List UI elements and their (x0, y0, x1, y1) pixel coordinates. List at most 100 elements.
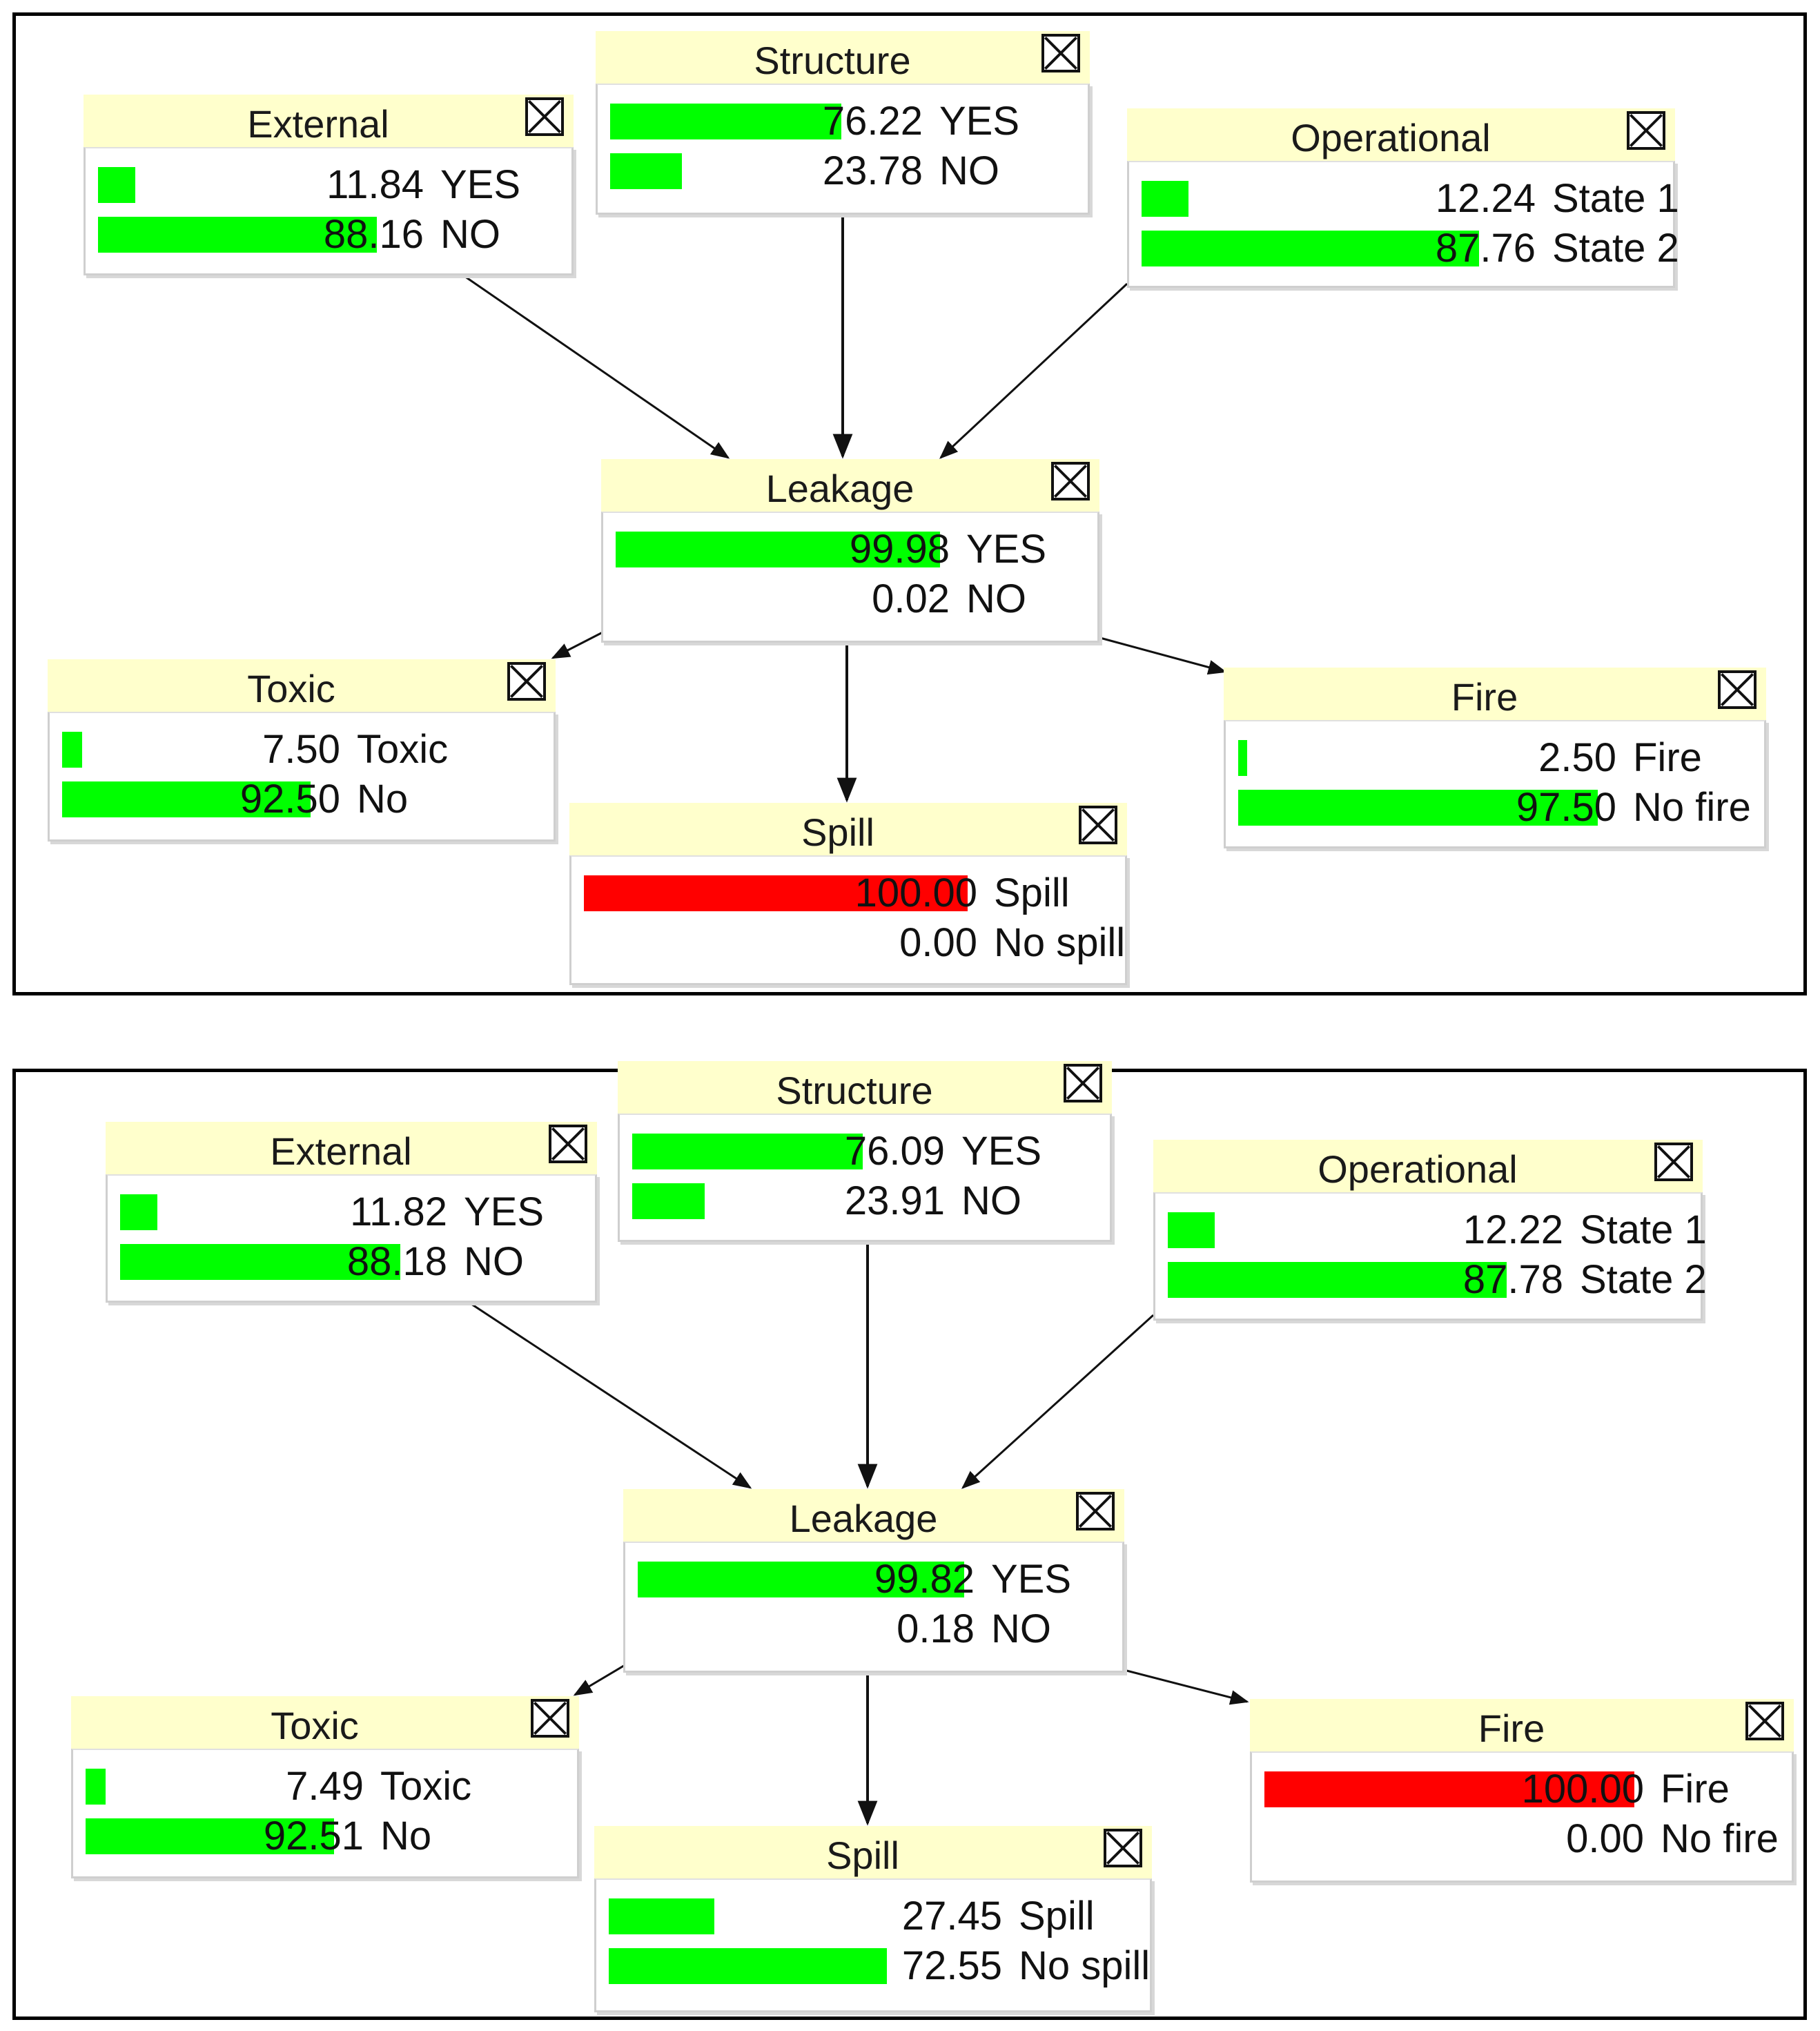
state-row[interactable]: 100.00 Spill (584, 871, 1115, 916)
node-title-bar[interactable]: Leakage (623, 1489, 1124, 1542)
close-box-icon[interactable] (1718, 670, 1757, 709)
node-external[interactable]: External 11.82 YES 88.18 NO (106, 1122, 597, 1303)
state-row[interactable]: 72.55 No spill (609, 1943, 1150, 1989)
probability-bar (86, 1818, 334, 1854)
node-operational[interactable]: Operational 12.22 State 1 87.78 State 2 (1153, 1140, 1707, 1321)
state-row[interactable]: 92.50 No (62, 777, 544, 822)
node-states: 11.84 YES 88.16 NO (84, 147, 574, 275)
node-title: Fire (1451, 675, 1518, 719)
state-row[interactable]: 7.49 Toxic (86, 1764, 567, 1809)
state-probability: 76.09 (844, 1129, 945, 1174)
state-row[interactable]: 12.24 State 1 (1142, 176, 1679, 222)
node-title-bar[interactable]: Fire (1224, 668, 1766, 720)
close-box-icon[interactable] (1627, 111, 1665, 150)
state-row[interactable]: 99.98 YES (616, 527, 1088, 572)
state-row[interactable]: 7.50 Toxic (62, 727, 544, 772)
state-row[interactable]: 92.51 No (86, 1814, 567, 1859)
state-row[interactable]: 23.78 NO (610, 148, 1078, 194)
state-row[interactable]: 0.00 No spill (584, 920, 1125, 966)
node-leakage[interactable]: Leakage 99.82 YES 0.18 NO (623, 1489, 1124, 1673)
state-row[interactable]: 88.16 NO (98, 212, 562, 257)
state-row[interactable]: 0.18 NO (638, 1606, 1113, 1652)
state-probability: 0.02 (872, 576, 950, 621)
node-spill[interactable]: Spill 27.45 Spill 72.55 No spill (594, 1826, 1152, 2012)
close-box-icon[interactable] (525, 97, 564, 136)
network-panel-top: External 11.84 YES 88.16 NO Structure 76.22 YES… (12, 12, 1807, 995)
close-box-icon[interactable] (1654, 1143, 1693, 1181)
node-title-bar[interactable]: External (106, 1122, 597, 1174)
node-fire[interactable]: Fire 2.50 Fire 97.50 No fire (1224, 668, 1766, 848)
probability-bar (1264, 1771, 1634, 1807)
state-row[interactable]: 23.91 NO (632, 1178, 1100, 1224)
node-title-bar[interactable]: Toxic (48, 659, 556, 712)
close-box-icon[interactable] (1051, 462, 1090, 501)
probability-bar (62, 732, 82, 768)
state-probability: 27.45 (901, 1894, 1002, 1938)
node-toxic[interactable]: Toxic 7.50 Toxic 92.50 No (48, 659, 556, 842)
state-row[interactable]: 99.82 YES (638, 1557, 1113, 1602)
node-title-bar[interactable]: Fire (1250, 1699, 1794, 1751)
state-row[interactable]: 76.09 YES (632, 1129, 1100, 1174)
node-spill[interactable]: Spill 100.00 Spill 0.00 No spill (569, 803, 1127, 985)
probability-bar (120, 1244, 400, 1280)
close-box-icon[interactable] (1041, 34, 1080, 72)
state-probability: 76.22 (822, 99, 923, 144)
state-label: NO (440, 212, 500, 257)
node-title-bar[interactable]: Spill (569, 803, 1127, 855)
state-row[interactable]: 0.00 No fire (1264, 1816, 1782, 1862)
edge-operational-to-leakage (939, 282, 1128, 459)
node-title-bar[interactable]: Structure (596, 31, 1090, 84)
node-leakage[interactable]: Leakage 99.98 YES 0.02 NO (601, 459, 1099, 643)
state-label: YES (961, 1129, 1042, 1174)
state-row[interactable]: 76.22 YES (610, 99, 1078, 144)
close-box-icon[interactable] (549, 1125, 587, 1163)
state-row[interactable]: 87.76 State 2 (1142, 226, 1679, 271)
node-title: Toxic (271, 1704, 359, 1747)
state-row[interactable]: 27.45 Spill (609, 1894, 1140, 1939)
node-states: 12.24 State 1 87.76 State 2 (1127, 161, 1679, 288)
close-box-icon[interactable] (531, 1699, 569, 1738)
state-row[interactable]: 2.50 Fire (1238, 735, 1754, 781)
node-title: Spill (801, 810, 874, 854)
state-row[interactable]: 100.00 Fire (1264, 1767, 1782, 1812)
state-label: No fire (1661, 1816, 1779, 1861)
node-title-bar[interactable]: Spill (594, 1826, 1152, 1878)
state-row[interactable]: 87.78 State 2 (1168, 1257, 1707, 1303)
state-probability: 88.16 (323, 212, 424, 257)
state-label: YES (966, 527, 1047, 572)
close-box-icon[interactable] (507, 662, 546, 701)
probability-bar (609, 1948, 887, 1984)
state-row[interactable]: 11.82 YES (120, 1189, 585, 1235)
node-toxic[interactable]: Toxic 7.49 Toxic 92.51 No (71, 1696, 579, 1878)
node-states: 11.82 YES 88.18 NO (106, 1174, 597, 1303)
node-title-bar[interactable]: Operational (1127, 108, 1675, 161)
state-row[interactable]: 0.02 NO (616, 576, 1088, 622)
close-box-icon[interactable] (1064, 1064, 1102, 1102)
dependency-edges (471, 1245, 1249, 1826)
node-title-bar[interactable]: Leakage (601, 459, 1099, 512)
state-row[interactable]: 12.22 State 1 (1168, 1207, 1707, 1253)
node-title-bar[interactable]: Operational (1153, 1140, 1703, 1192)
node-structure[interactable]: Structure 76.22 YES 23.78 NO (596, 31, 1090, 215)
close-box-icon[interactable] (1745, 1702, 1784, 1740)
node-external[interactable]: External 11.84 YES 88.16 NO (84, 95, 574, 275)
probability-bar (1238, 790, 1598, 826)
node-title-bar[interactable]: Toxic (71, 1696, 579, 1749)
state-row[interactable]: 97.50 No fire (1238, 785, 1754, 830)
node-title-bar[interactable]: External (84, 95, 574, 147)
state-probability: 99.98 (849, 527, 950, 572)
node-fire[interactable]: Fire 100.00 Fire 0.00 No fire (1250, 1699, 1794, 1883)
close-box-icon[interactable] (1076, 1492, 1115, 1530)
close-box-icon[interactable] (1079, 806, 1117, 844)
node-structure[interactable]: Structure 76.09 YES 23.91 NO (618, 1061, 1112, 1242)
edge-external-to-leakage (449, 264, 730, 459)
state-row[interactable]: 88.18 NO (120, 1239, 585, 1285)
node-title: Operational (1291, 116, 1491, 159)
node-operational[interactable]: Operational 12.24 State 1 87.76 State 2 (1127, 108, 1679, 288)
node-title: Toxic (247, 667, 335, 710)
node-title-bar[interactable]: Structure (618, 1061, 1112, 1114)
edge-leakage-to-fire (1092, 634, 1227, 675)
close-box-icon[interactable] (1104, 1829, 1142, 1867)
probability-bar (632, 1183, 705, 1219)
state-row[interactable]: 11.84 YES (98, 162, 562, 208)
